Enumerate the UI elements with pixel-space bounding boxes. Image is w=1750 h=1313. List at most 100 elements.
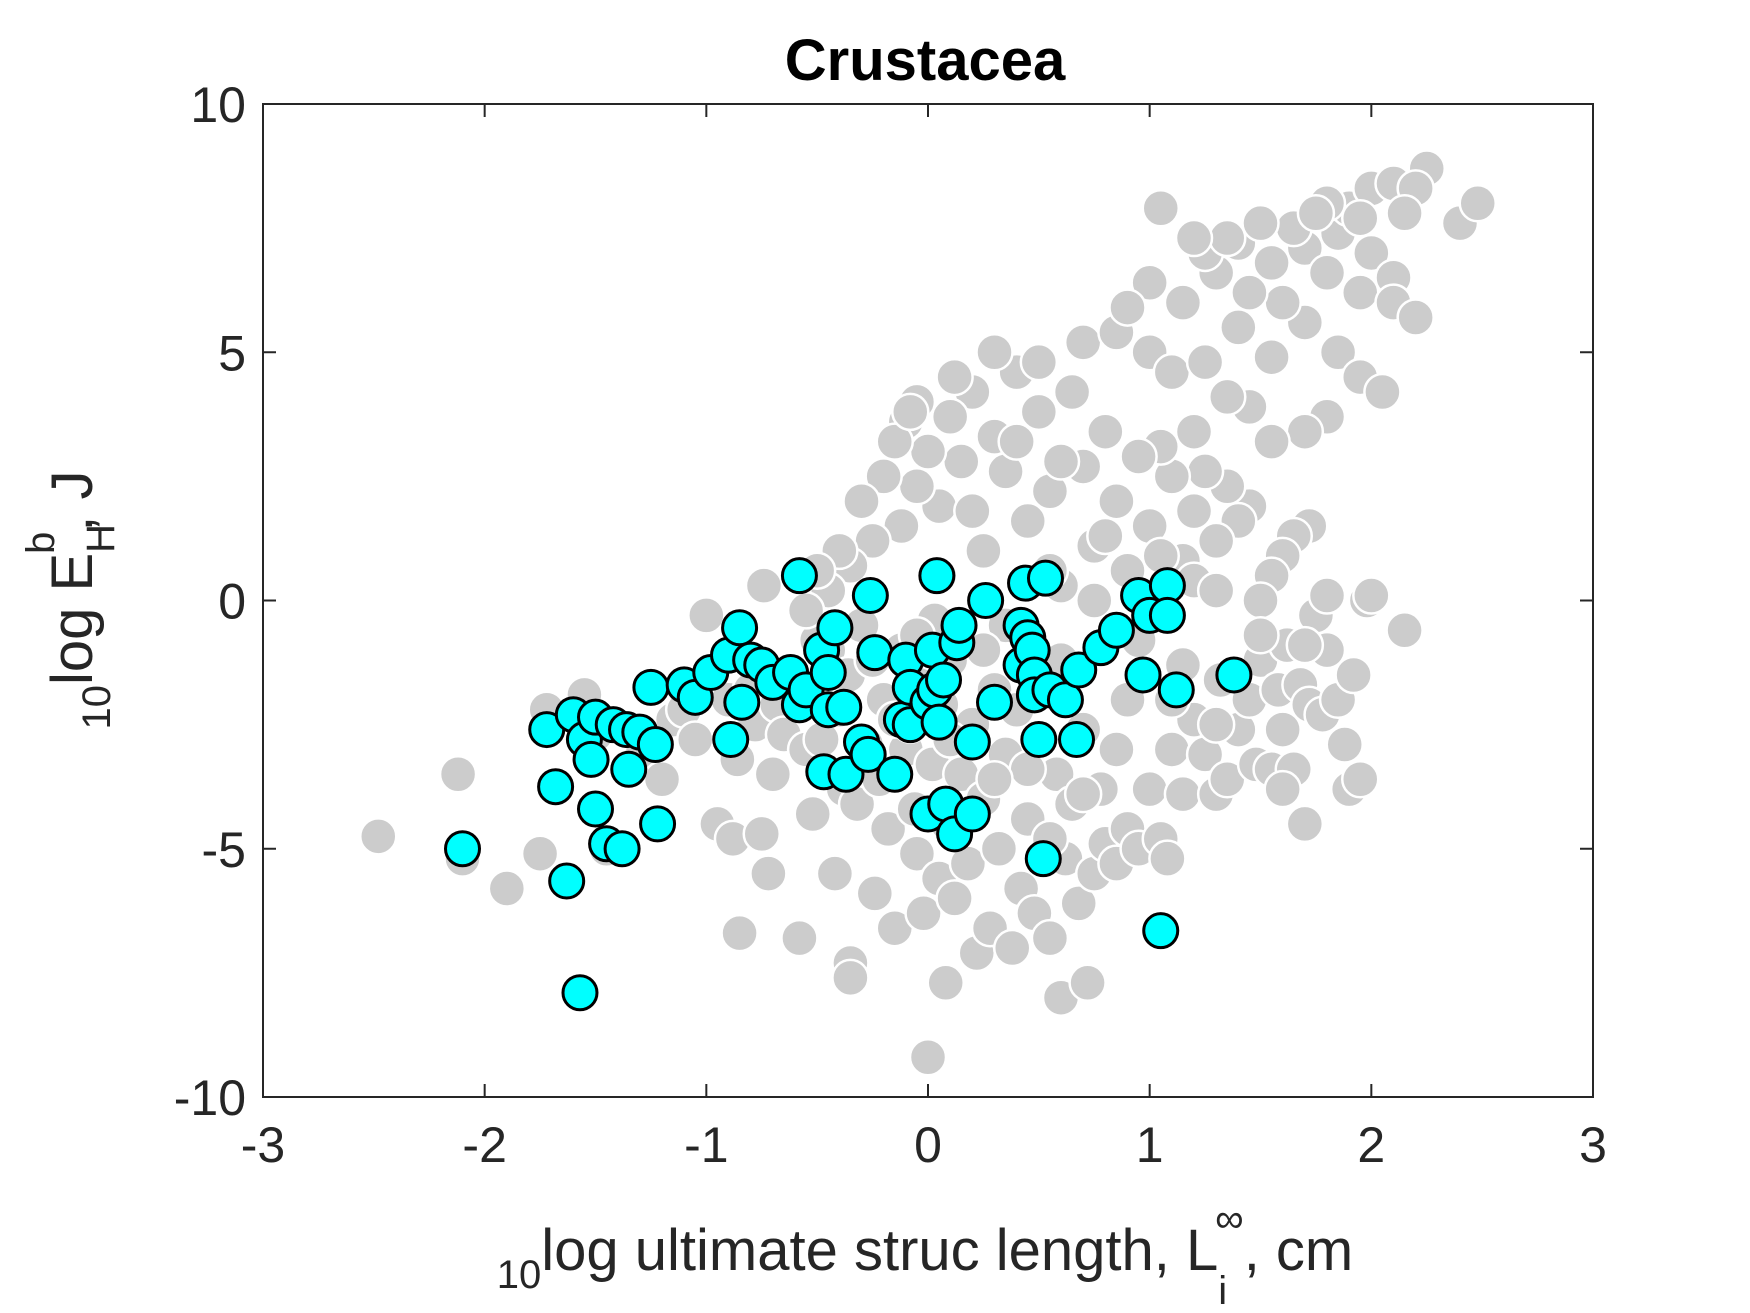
crustacea-point-9 [577, 790, 614, 828]
all-taxa-point-146 [1097, 481, 1136, 521]
all-taxa-point-199 [1230, 273, 1269, 312]
crustacea-point-86 [1157, 671, 1195, 709]
x-axis-label: 10log ultimate struc length, Li∞, cm [497, 1197, 1353, 1313]
crustacea-point-44 [876, 755, 914, 793]
y-tick-label: 10 [190, 77, 246, 133]
all-taxa-point-254 [1285, 625, 1325, 665]
all-taxa-point-196 [1208, 377, 1247, 417]
all-taxa-points [359, 149, 1497, 1077]
crustacea-point-43 [856, 634, 894, 672]
crustacea-point-3 [548, 862, 586, 900]
all-taxa-point-46 [855, 874, 895, 913]
all-taxa-point-24 [744, 566, 784, 605]
all-taxa-point-13 [676, 720, 715, 759]
crustacea-point-5 [561, 974, 599, 1012]
all-taxa-point-248 [997, 422, 1036, 461]
all-taxa-point-128 [1385, 611, 1424, 650]
all-taxa-point-230 [1341, 198, 1380, 238]
all-taxa-point-164 [897, 467, 937, 506]
all-taxa-point-222 [1385, 193, 1424, 233]
y-axis: -10 -5 0 5 10 [174, 77, 1593, 1126]
all-taxa-point-82 [1030, 918, 1070, 958]
all-taxa-point-144 [1119, 437, 1158, 476]
x-tick-label: -3 [241, 1117, 285, 1173]
all-taxa-point-206 [1252, 243, 1291, 283]
all-taxa-point-41 [831, 958, 870, 998]
crustacea-point-7 [572, 740, 610, 778]
crustacea-point-31 [780, 557, 818, 595]
x-tick-label: -2 [462, 1117, 506, 1173]
crustacea-point-18 [639, 805, 677, 843]
all-taxa-point-214 [1241, 203, 1280, 243]
crustacea-point-81 [1124, 656, 1162, 694]
crustacea-point-62 [967, 582, 1005, 619]
crustacea-points [444, 557, 1253, 1012]
all-taxa-point-96 [1130, 769, 1169, 809]
all-taxa-point-154 [1008, 501, 1047, 541]
all-taxa-point-201 [1163, 283, 1203, 322]
all-taxa-point-133 [1241, 581, 1280, 620]
crustacea-point-72 [1026, 559, 1064, 597]
all-taxa-point-202 [1130, 263, 1169, 302]
crustacea-point-24 [721, 609, 759, 647]
crustacea-point-35 [809, 653, 847, 691]
all-taxa-point-186 [1219, 308, 1258, 347]
all-taxa-point-158 [964, 531, 1003, 571]
crustacea-point-85 [1148, 596, 1186, 634]
all-taxa-point-212 [1307, 253, 1347, 293]
all-taxa-point-246 [1086, 516, 1125, 556]
all-taxa-point-203 [1108, 288, 1147, 327]
all-taxa-point-1 [438, 755, 478, 794]
all-taxa-point-57 [904, 894, 943, 933]
crustacea-point-14 [610, 750, 648, 788]
crustacea-point-16 [632, 668, 670, 706]
all-taxa-point-99 [1152, 730, 1192, 769]
crustacea-point-25 [723, 683, 761, 721]
all-taxa-point-66 [935, 879, 974, 918]
all-taxa-point-255 [1307, 576, 1347, 615]
crustacea-point-42 [851, 577, 889, 615]
all-taxa-point-191 [1363, 372, 1402, 412]
crustacea-point-37 [816, 609, 854, 647]
all-taxa-point-168 [864, 457, 903, 496]
crustacea-point-76 [1058, 721, 1096, 759]
all-taxa-point-23 [742, 814, 781, 854]
x-tick-label: 0 [914, 1117, 942, 1173]
all-taxa-point-232 [1075, 581, 1114, 620]
crustacea-point-61 [953, 795, 991, 833]
crustacea-point-55 [925, 661, 963, 699]
all-taxa-point-74 [979, 829, 1019, 868]
crustacea-point-38 [825, 688, 863, 726]
all-taxa-point-209 [1352, 233, 1391, 273]
all-taxa-point-32 [793, 794, 832, 834]
all-taxa-point-257 [1196, 705, 1236, 744]
crustacea-point-53 [918, 557, 956, 595]
all-taxa-point-20 [720, 913, 759, 953]
all-taxa-point-161 [930, 397, 970, 437]
all-taxa-point-76 [992, 928, 1032, 968]
all-taxa-point-58 [908, 1038, 948, 1077]
crustacea-point-41 [849, 735, 887, 773]
y-tick-label: 5 [218, 325, 246, 381]
all-taxa-point-178 [935, 357, 974, 397]
x-tick-label: -1 [684, 1117, 728, 1173]
all-taxa-point-216 [1141, 189, 1180, 228]
all-taxa-point-167 [875, 422, 914, 461]
all-taxa-point-179 [975, 333, 1014, 372]
all-taxa-point-30 [780, 918, 819, 958]
all-taxa-point-177 [891, 392, 930, 432]
all-taxa-point-26 [753, 755, 793, 794]
y-tick-label: 0 [218, 574, 246, 630]
crustacea-point-59 [940, 606, 978, 644]
all-taxa-point-242 [1063, 774, 1103, 814]
crustacea-point-63 [976, 683, 1013, 721]
all-taxa-point-189 [1318, 333, 1358, 372]
all-taxa-point-137 [1196, 521, 1236, 561]
crustacea-point-87 [1215, 656, 1253, 694]
all-taxa-point-260 [975, 759, 1014, 799]
all-taxa-point-193 [1285, 412, 1325, 451]
all-taxa-point-198 [1263, 283, 1302, 322]
all-taxa-point-147 [1086, 412, 1125, 451]
all-taxa-point-36 [815, 854, 855, 893]
all-taxa-point-252 [1196, 571, 1236, 610]
